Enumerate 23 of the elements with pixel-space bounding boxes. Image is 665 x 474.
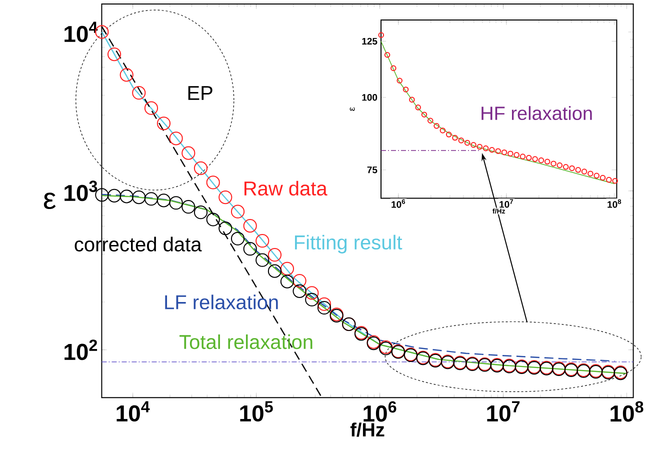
series-label: Raw data <box>244 180 328 196</box>
series-label: Fitting result <box>295 234 402 254</box>
annotation: EP <box>188 86 212 100</box>
series-label: LF relaxation <box>165 294 278 310</box>
x-axis-title: f/Hz <box>350 422 384 437</box>
x-tick-label: 10$^{8}$ <box>610 401 644 422</box>
x-tick-label: 10$^{4}$ <box>116 401 150 422</box>
y-axis-title: ε <box>350 107 355 111</box>
series-label: HF relaxation <box>482 106 592 120</box>
y-axis-title: ε <box>44 192 56 210</box>
x-tick-label: 10$^{6}$ <box>364 401 396 422</box>
y-tick-label: 10$^{4}$ <box>64 22 98 42</box>
x-tick-label: 10$^{6}$ <box>392 199 406 208</box>
x-tick-label: 10$^{7}$ <box>487 401 520 422</box>
x-tick-label: 10$^{5}$ <box>240 401 273 422</box>
x-tick-label: 10$^{8}$ <box>608 199 622 208</box>
x-tick-label: 10$^{7}$ <box>500 199 514 208</box>
series-label: Total relaxation <box>180 334 312 350</box>
y-tick-label: 10$^{3}$ <box>64 180 98 202</box>
y-tick-label: 10$^{2}$ <box>64 340 98 360</box>
y-tick-label: 75 <box>367 166 378 174</box>
y-tick-label: 125 <box>362 38 378 45</box>
y-tick-label: 100 <box>362 94 378 101</box>
